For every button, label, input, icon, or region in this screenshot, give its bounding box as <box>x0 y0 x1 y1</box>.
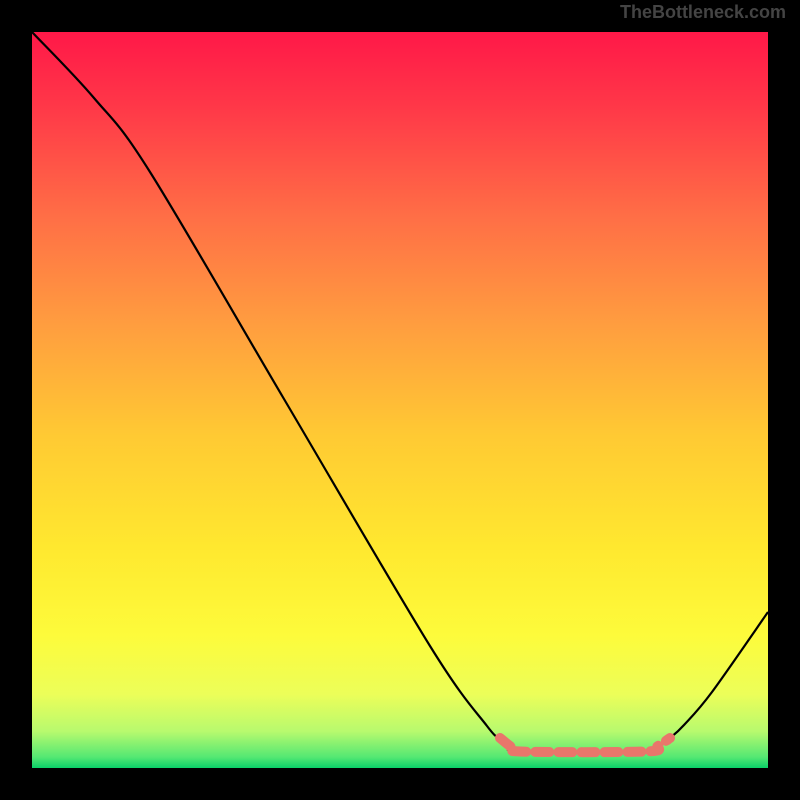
plot-area <box>32 32 768 768</box>
watermark-text: TheBottleneck.com <box>620 2 786 23</box>
curve-layer <box>32 32 768 768</box>
bottleneck-curve <box>32 32 768 752</box>
highlight-band <box>500 738 670 752</box>
